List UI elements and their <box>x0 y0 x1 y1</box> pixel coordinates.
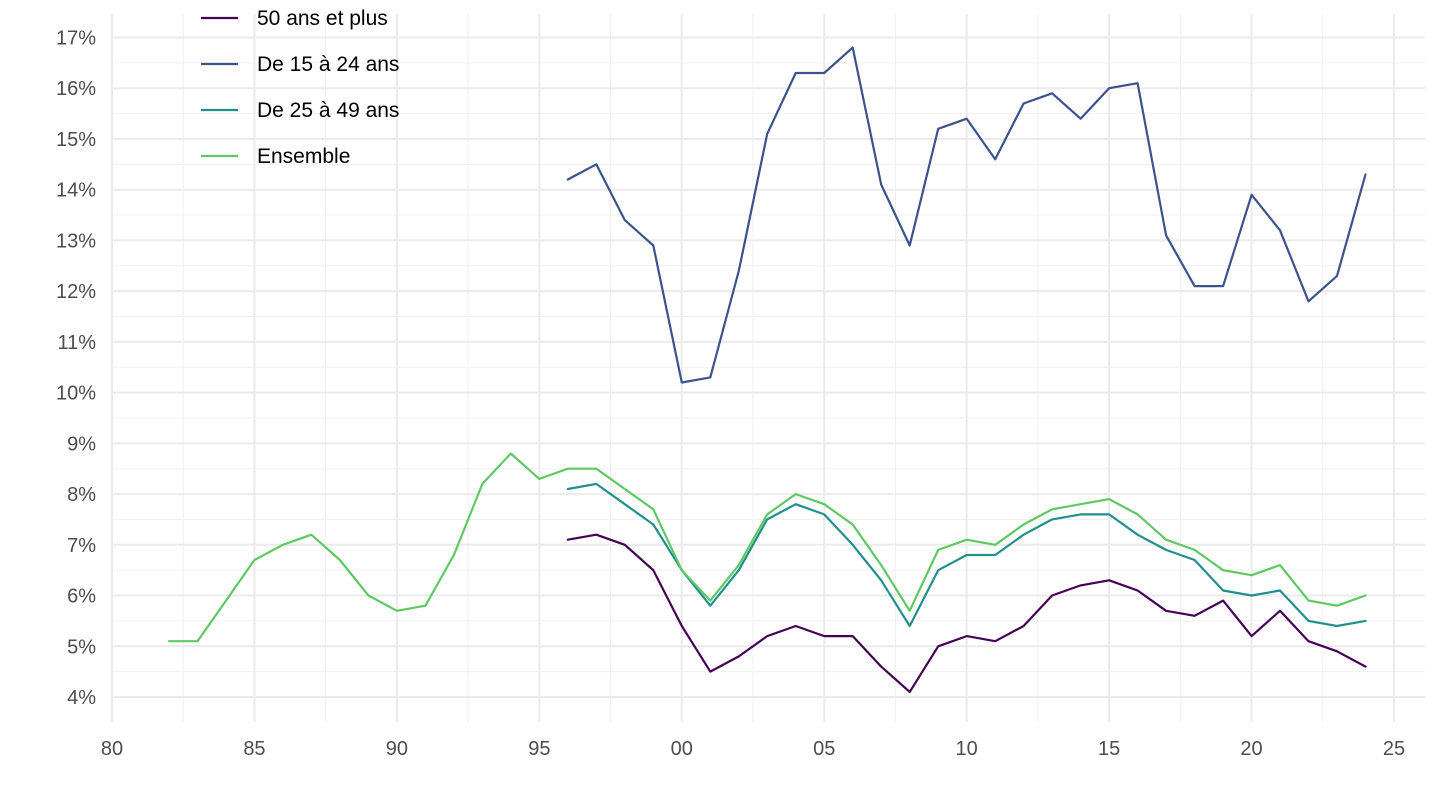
y-tick-label: 5% <box>67 636 96 658</box>
x-tick-label: 15 <box>1098 738 1120 760</box>
x-tick-label: 00 <box>671 738 693 760</box>
x-axis-tick-labels: 80 85 90 95 00 05 10 15 20 25 <box>101 738 1405 760</box>
y-tick-label: 6% <box>67 586 96 608</box>
x-tick-label: 25 <box>1383 738 1405 760</box>
y-tick-label: 12% <box>56 281 96 303</box>
y-axis-tick-labels: 4% 5% 6% 7% 8% 9% 10% 11% 12% 13% 14% 15% 16% 17% <box>56 28 96 710</box>
y-tick-label: 11% <box>57 332 96 354</box>
grid-major <box>111 14 1425 722</box>
x-tick-label: 20 <box>1240 738 1262 760</box>
x-tick-label: 05 <box>813 738 835 760</box>
series-lines <box>167 46 1367 694</box>
series-line <box>566 533 1367 694</box>
legend-label: Ensemble <box>257 145 350 168</box>
y-tick-label: 13% <box>56 230 96 252</box>
y-tick-label: 17% <box>56 28 96 50</box>
y-tick-label: 15% <box>56 129 96 151</box>
legend-label: De 15 à 24 ans <box>257 53 399 76</box>
series-line <box>566 46 1367 384</box>
x-tick-label: 80 <box>101 738 123 760</box>
y-tick-label: 14% <box>56 180 96 202</box>
y-tick-label: 7% <box>67 535 96 557</box>
legend: 50 ans et plus De 15 à 24 ans De 25 à 49 a… <box>201 7 399 168</box>
x-tick-label: 90 <box>386 738 408 760</box>
series-line <box>566 482 1367 628</box>
y-tick-label: 8% <box>67 484 96 506</box>
y-tick-label: 4% <box>67 687 96 709</box>
legend-label: 50 ans et plus <box>257 7 388 30</box>
y-tick-label: 9% <box>67 433 96 455</box>
y-tick-label: 16% <box>56 78 96 100</box>
y-tick-label: 10% <box>56 383 96 405</box>
series-line <box>167 452 1367 643</box>
x-tick-label: 10 <box>956 738 978 760</box>
legend-label: De 25 à 49 ans <box>257 99 399 122</box>
x-tick-label: 95 <box>528 738 550 760</box>
x-tick-label: 85 <box>243 738 265 760</box>
